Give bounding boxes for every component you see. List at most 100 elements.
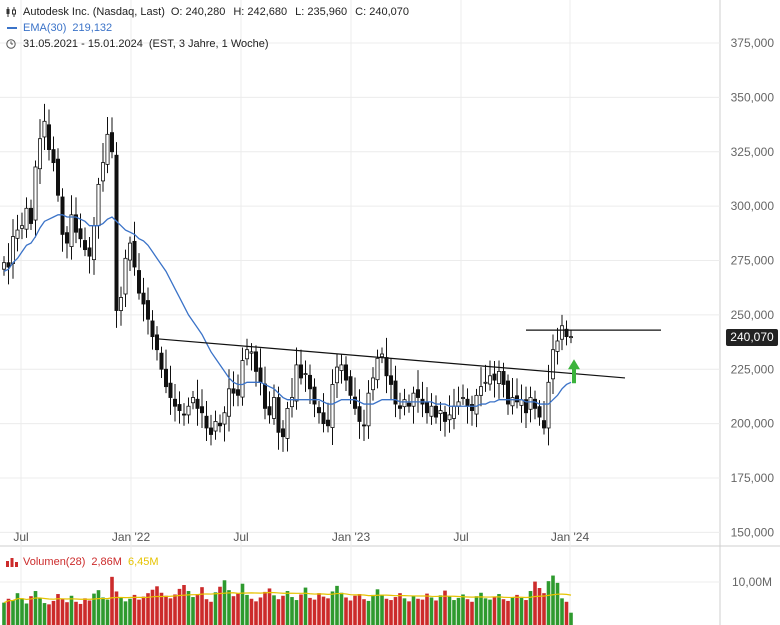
candle	[24, 197, 29, 238]
volume-bar	[290, 597, 294, 625]
candle	[307, 364, 312, 405]
ema-label: EMA(30)	[23, 22, 67, 34]
volume-bar	[506, 600, 510, 625]
candles	[2, 103, 574, 452]
date-range: 31.05.2021 - 15.01.2024	[23, 38, 143, 50]
last-price-tag: 240,070	[726, 329, 778, 346]
volume-bar	[254, 601, 258, 625]
volume-bar	[357, 594, 362, 625]
volume-bar	[483, 598, 488, 625]
candle	[181, 403, 186, 426]
price-tick-label: 350,000	[731, 90, 775, 104]
candle	[249, 343, 254, 371]
candle	[330, 369, 335, 445]
candle	[352, 377, 357, 415]
candle	[217, 414, 222, 433]
header-range: 31.05.2021 - 15.01.2024 (EST, 3 Jahre, 1…	[6, 38, 269, 50]
candle	[101, 143, 106, 192]
candle	[87, 237, 92, 274]
volume-bar	[411, 595, 416, 625]
volume-bar	[555, 582, 560, 625]
candle	[10, 219, 15, 279]
candle	[177, 391, 182, 424]
volume-bar	[276, 599, 281, 625]
volume-bar	[524, 600, 528, 625]
candle	[150, 310, 155, 350]
candle	[501, 362, 506, 398]
volume-bar	[366, 600, 371, 625]
range-info: (EST, 3 Jahre, 1 Woche)	[148, 38, 269, 50]
candle	[136, 253, 141, 300]
volume-bar	[159, 592, 164, 625]
volume-bar	[393, 597, 398, 625]
trendline[interactable]	[156, 338, 626, 379]
candle	[564, 320, 569, 346]
price-tick-label: 200,000	[731, 417, 775, 431]
candle	[280, 420, 285, 452]
candle	[258, 348, 263, 396]
volume-bar	[227, 590, 231, 625]
candle	[325, 402, 330, 433]
volume-bar	[533, 581, 537, 625]
time-tick-label: Jul	[13, 530, 28, 544]
volume-bar	[146, 593, 150, 625]
candle	[361, 409, 366, 442]
candle	[388, 358, 393, 400]
volume-bar	[438, 595, 443, 625]
volume-bar	[141, 596, 146, 625]
candle	[487, 360, 492, 391]
candle	[384, 337, 389, 394]
volume-bar	[42, 603, 47, 625]
candle	[474, 388, 479, 428]
candle	[145, 287, 150, 335]
volume-bar	[380, 595, 384, 625]
candle	[222, 406, 227, 442]
candle	[442, 405, 447, 437]
volume-bar	[429, 597, 434, 625]
candle	[379, 347, 384, 364]
candle	[420, 381, 425, 418]
candle	[289, 377, 294, 418]
candle	[199, 389, 204, 428]
volume-bar	[294, 600, 299, 625]
volume-bar	[110, 576, 114, 625]
candle	[339, 354, 344, 384]
volume-bar	[191, 597, 195, 625]
close-value: 240,070	[369, 6, 409, 18]
trendlines	[156, 329, 661, 379]
volume-bar	[263, 591, 267, 625]
candle	[231, 371, 236, 407]
volume-bar	[281, 595, 285, 625]
volume-bar	[425, 593, 429, 625]
close-label: C:	[355, 6, 367, 18]
candle	[2, 256, 7, 276]
volume-axis: 10,00M	[732, 575, 772, 589]
candle	[15, 214, 20, 252]
candle	[163, 349, 168, 394]
volume-bar	[51, 600, 56, 625]
volume-bar	[420, 599, 425, 625]
volume-bar	[56, 594, 60, 625]
volume-bar	[447, 596, 452, 625]
volume-bar	[564, 601, 569, 625]
candle	[551, 334, 556, 395]
candle	[429, 393, 434, 425]
candle	[397, 392, 402, 420]
volume-bar	[348, 600, 353, 625]
volume-bar	[452, 600, 456, 625]
volume-bar	[78, 603, 83, 625]
ema-line	[3, 214, 572, 407]
candle	[546, 364, 551, 446]
candle	[110, 117, 115, 159]
volume-bar	[177, 588, 182, 625]
ema-value: 219,132	[72, 22, 113, 34]
header-ema: EMA(30) 219,132	[6, 22, 112, 34]
candle	[105, 116, 110, 174]
volume-bar	[15, 593, 20, 625]
volume-bar	[83, 598, 87, 625]
volume-icon	[6, 557, 18, 567]
volume-bar	[213, 592, 218, 625]
clock-icon	[6, 39, 18, 49]
